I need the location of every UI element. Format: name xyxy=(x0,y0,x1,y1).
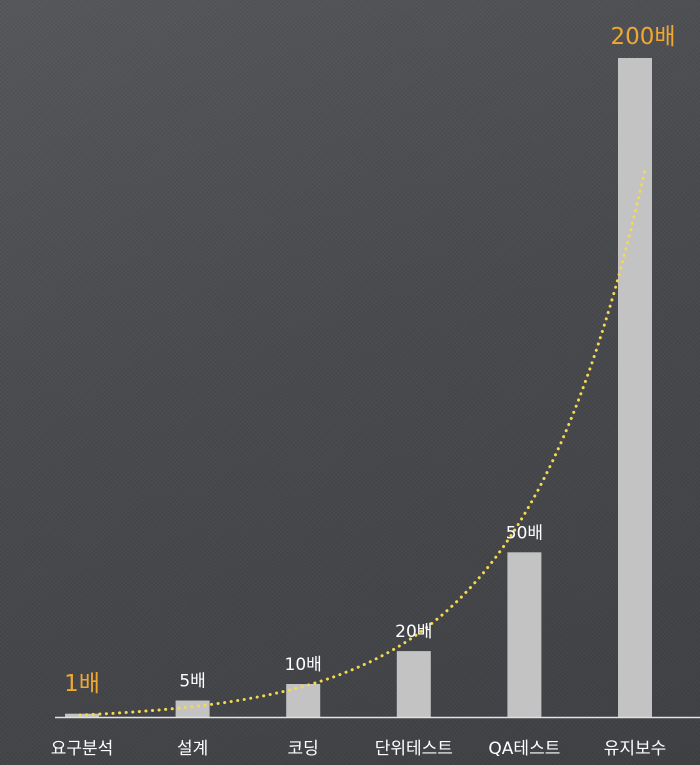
value-label-1: 1배 xyxy=(64,671,100,697)
category-label-1: 요구분석 xyxy=(51,739,114,759)
category-label-2: 설계 xyxy=(177,739,208,759)
value-label-2: 5배 xyxy=(179,672,205,692)
value-label-5: 50배 xyxy=(506,523,543,543)
trend-line xyxy=(78,168,647,717)
bar-6 xyxy=(618,58,652,717)
category-label-3: 코딩 xyxy=(288,739,319,759)
category-label-4: 단위테스트 xyxy=(375,739,453,759)
bar-1 xyxy=(65,713,99,717)
bar-2 xyxy=(175,700,210,717)
category-label-5: QA테스트 xyxy=(488,739,560,759)
value-label-6: 200배 xyxy=(610,24,675,50)
category-label-6: 유지보수 xyxy=(604,739,667,759)
bar-4 xyxy=(396,651,431,717)
bar-5 xyxy=(507,552,542,718)
bars-layer xyxy=(65,58,652,718)
bar-3 xyxy=(286,684,321,717)
value-label-3: 10배 xyxy=(285,655,322,675)
value-label-4: 20배 xyxy=(395,622,432,642)
